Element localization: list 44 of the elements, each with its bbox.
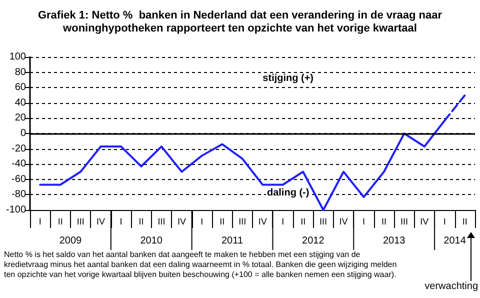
x-tick-label: II bbox=[381, 216, 386, 226]
x-tick-label: III bbox=[400, 216, 408, 226]
text: 2011 bbox=[222, 236, 244, 246]
y-tick-label: 100 bbox=[9, 52, 26, 62]
x-tick-label: I bbox=[38, 216, 42, 226]
text: verwachting bbox=[424, 281, 478, 292]
x-tick-label: III bbox=[158, 216, 166, 226]
text: 2010 bbox=[140, 236, 163, 246]
text: 2009 bbox=[59, 236, 82, 246]
x-tick-label: II bbox=[220, 216, 225, 226]
annotation: stijging (+) bbox=[262, 72, 314, 84]
y-tick-label: 60 bbox=[14, 82, 26, 94]
y-tick-label: 0 bbox=[20, 128, 26, 139]
y-tick-label: -60 bbox=[12, 174, 26, 185]
text: 2012 bbox=[302, 236, 325, 246]
y-tick-label: 40 bbox=[14, 97, 26, 108]
y-tick-label: 20 bbox=[14, 112, 26, 124]
text: 2014 bbox=[444, 236, 466, 246]
x-tick-label: II bbox=[462, 216, 468, 226]
x-tick-label: II bbox=[58, 216, 63, 226]
y-tick-label: -80 bbox=[12, 189, 26, 200]
text: Netto % is het saldo van het aantal banken dat aangeeft te maken te hebben met een stijging van de kredietvraag minus het aantal banken dat een daling waarneemt in % totaal. Banken die geen wijziging melden ten opzichte van het vorige kwartaal blijven buiten beschouwing (+100 = alle banken nemen een stijging waar). bbox=[4, 250, 398, 280]
x-tick-label: I bbox=[443, 216, 446, 226]
x-tick-label: II bbox=[138, 216, 144, 226]
x-tick-label: IV bbox=[258, 216, 267, 226]
text: 2013 bbox=[382, 236, 406, 246]
annotation: daling (-) bbox=[266, 188, 310, 199]
x-tick-label: I bbox=[282, 216, 284, 226]
x-tick-label: III bbox=[76, 216, 84, 226]
y-tick-label: 80 bbox=[14, 66, 26, 78]
chart-title: Grafiek 1: Netto % banken in Nederland dat een verandering in de vraag naar woninghypotheken rapporteert ten opzichte van het vorige kwartaal bbox=[38, 10, 443, 34]
y-tick-label: -100 bbox=[6, 204, 26, 216]
x-tick-label: I bbox=[200, 216, 204, 226]
y-tick-label: -40 bbox=[12, 158, 26, 170]
x-tick-label: III bbox=[320, 216, 328, 226]
x-tick-label: II bbox=[300, 216, 306, 226]
x-tick-label: I bbox=[120, 216, 122, 226]
x-tick-label: IV bbox=[420, 216, 429, 226]
x-tick-label: IV bbox=[177, 216, 186, 226]
x-tick-label: III bbox=[238, 216, 246, 226]
x-tick-label: IV bbox=[96, 216, 106, 226]
y-tick-label: -20 bbox=[12, 143, 26, 154]
x-tick-label: I bbox=[362, 216, 366, 226]
x-tick-label: IV bbox=[339, 216, 348, 226]
